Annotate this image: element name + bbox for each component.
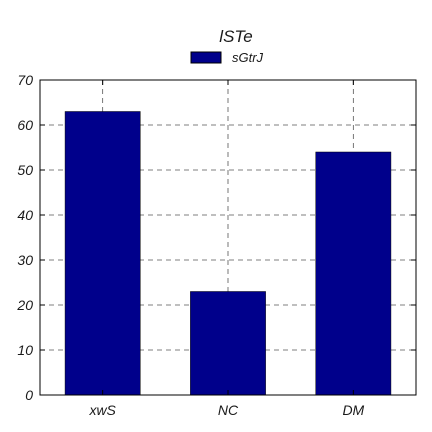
y-tick-label: 0 xyxy=(25,387,33,403)
bar-NC xyxy=(190,291,266,396)
y-tick-label: 10 xyxy=(17,342,33,358)
y-tick-label: 70 xyxy=(17,72,33,88)
legend: sGtrJ xyxy=(190,50,264,65)
y-axis-ticks: 0 10 20 30 40 50 60 70 xyxy=(16,72,416,403)
y-tick-label: 60 xyxy=(17,117,33,133)
x-tick-label: DM xyxy=(342,402,364,418)
y-tick-label: 50 xyxy=(17,162,33,178)
y-tick-label: 30 xyxy=(17,252,33,268)
x-tick-label: xwS xyxy=(88,402,116,418)
x-axis-ticks: xwS NC DM xyxy=(88,80,365,418)
y-tick-label: 20 xyxy=(16,297,33,313)
bars xyxy=(64,111,392,396)
x-tick-label: NC xyxy=(218,402,239,418)
bar-DM xyxy=(315,151,392,396)
legend-swatch xyxy=(190,51,222,64)
y-tick-label: 40 xyxy=(17,207,33,223)
chart-title: lSTe xyxy=(219,27,252,46)
legend-label: sGtrJ xyxy=(232,50,264,65)
bar-xwS xyxy=(64,111,141,396)
